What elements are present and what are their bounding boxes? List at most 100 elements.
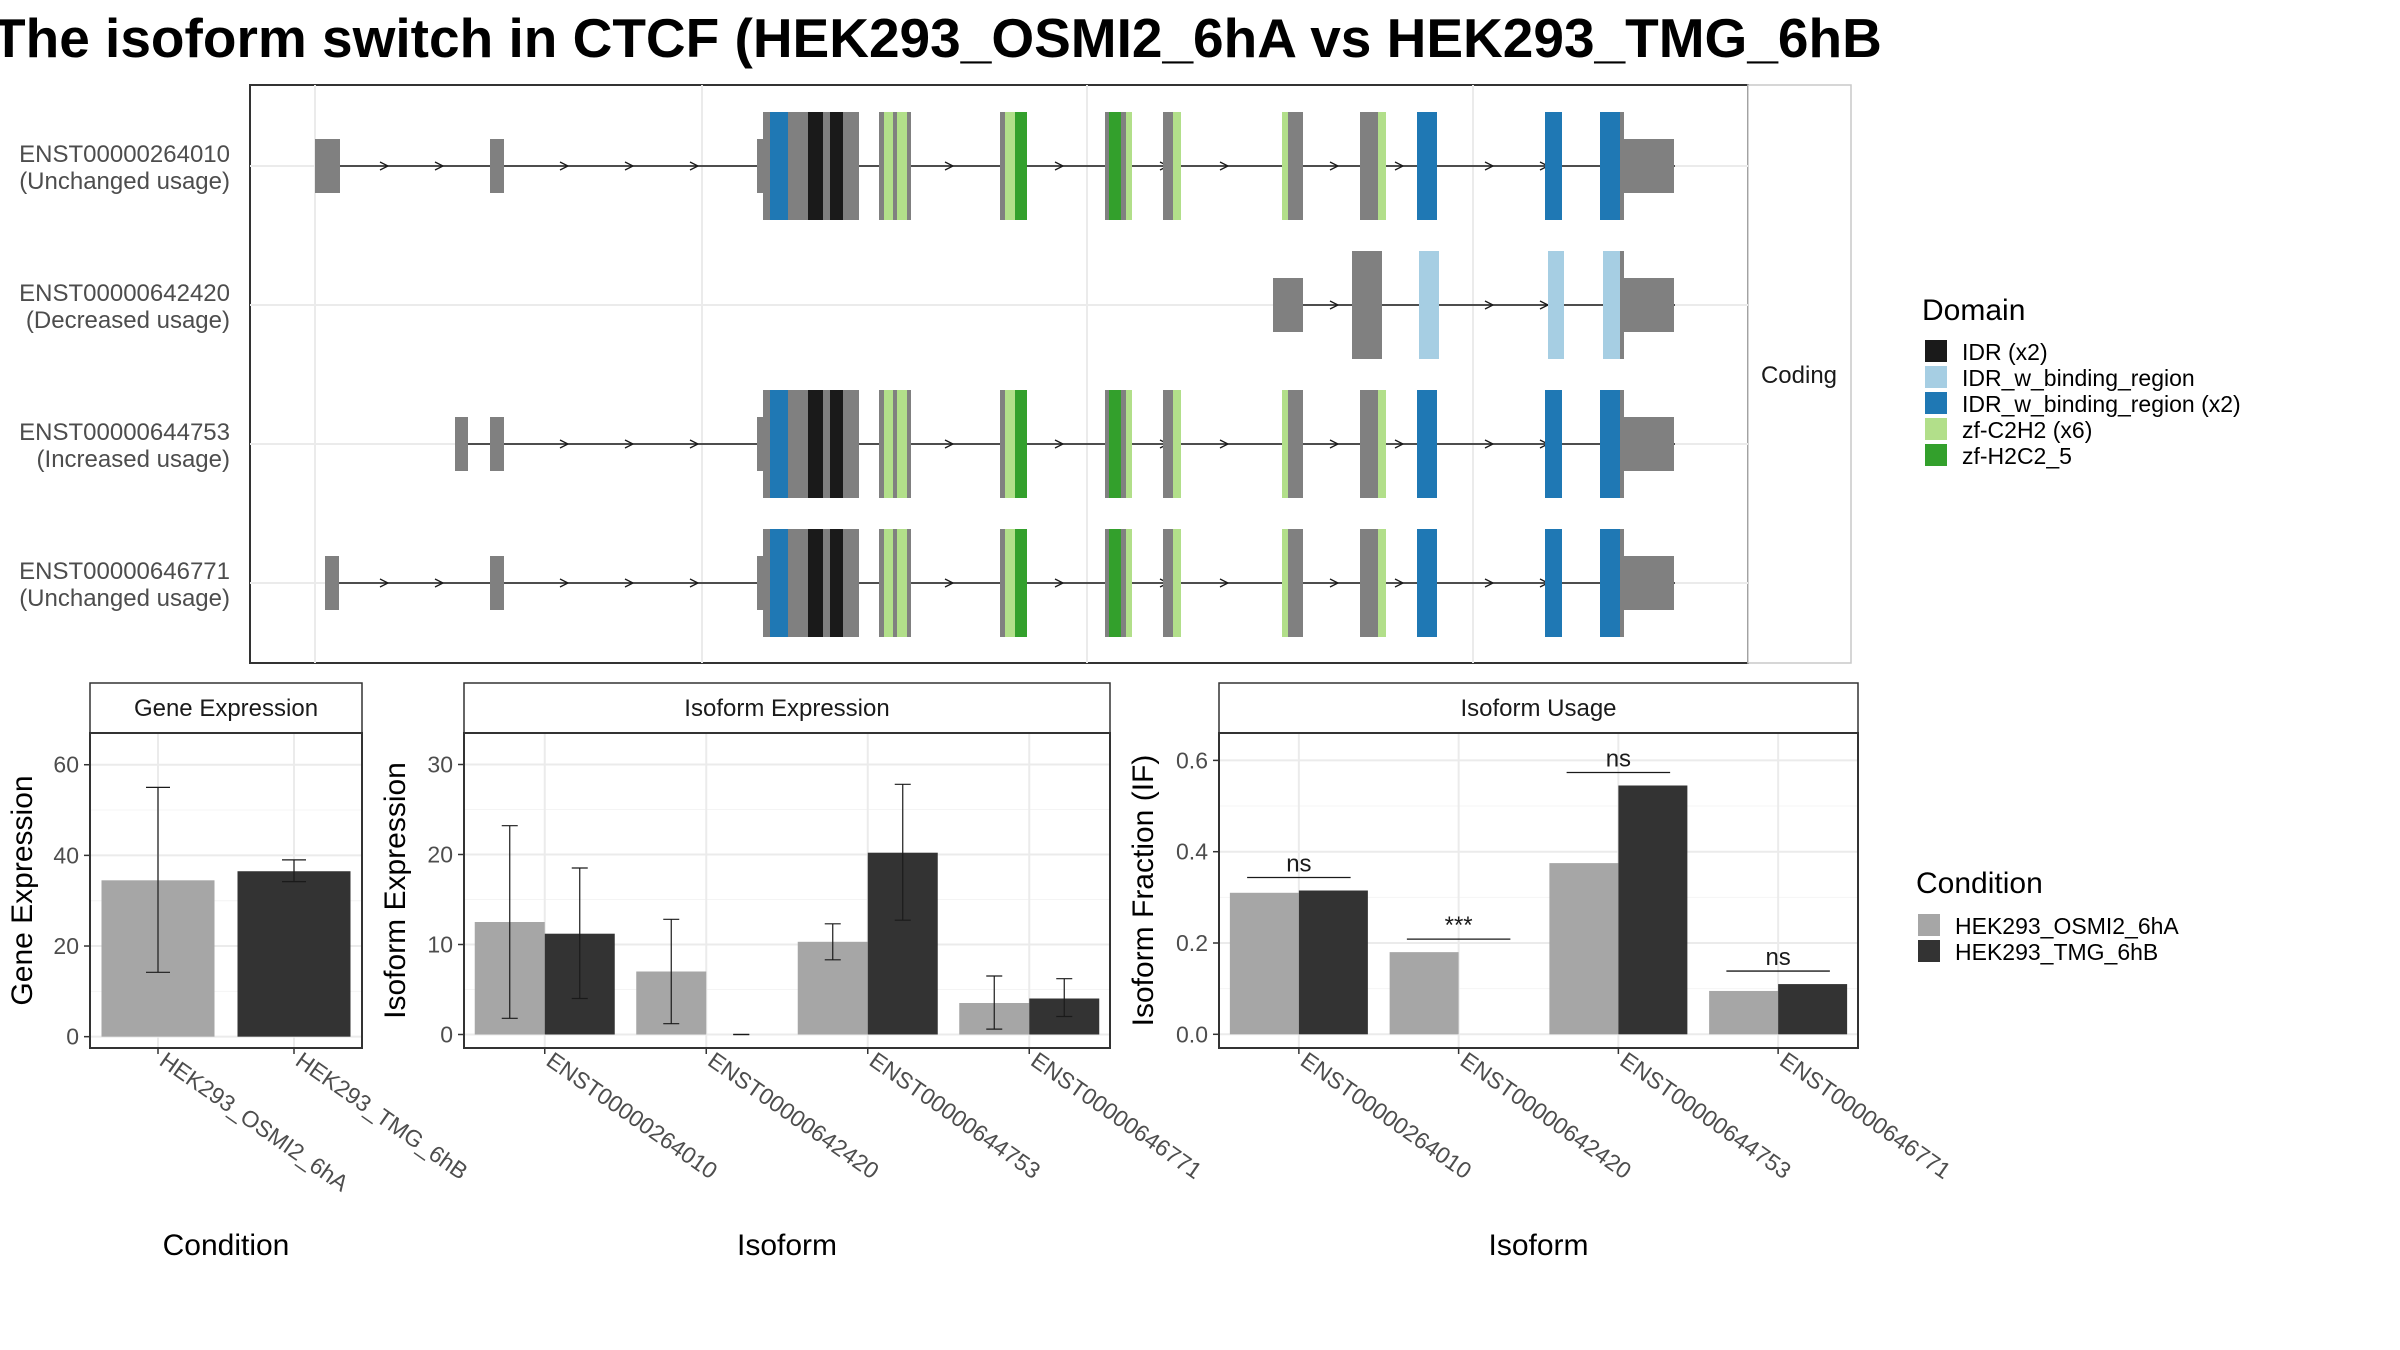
- chart-strip: [463, 682, 1111, 734]
- cds-exon-IDR-w-binding-region: [1548, 251, 1564, 359]
- cds-exon-IDR-w-binding-region-x2: [1600, 112, 1620, 220]
- utr-exon: [757, 417, 763, 471]
- cds-exon-exon: [1000, 112, 1005, 220]
- strand-arrow: [944, 439, 955, 449]
- cds-exon-zf-H2C2: [1015, 112, 1020, 220]
- y-axis-title: Gene Expression: [6, 775, 39, 1005]
- domain-legend-label: IDR_w_binding_region: [1962, 365, 2195, 391]
- cds-exon-zf-H2C2: [1015, 390, 1020, 498]
- structure-panel-border: [249, 84, 1749, 664]
- cds-exon-IDR-w-binding-region-x2: [770, 112, 788, 220]
- cds-exon-IDR: [830, 529, 843, 637]
- strand-arrow: [1329, 300, 1340, 310]
- y-tick-label: 0.0: [1176, 1021, 1208, 1047]
- utr-exon: [455, 417, 468, 471]
- domain-legend-key: [1925, 366, 1947, 388]
- cds-exon-IDR-w-binding-region-x2: [1545, 390, 1562, 498]
- strand-arrow: [559, 439, 570, 449]
- cds-exon-IDR-w-binding-region-x2: [1600, 529, 1620, 637]
- bar: [1549, 863, 1619, 1035]
- cds-exon-IDR-w-binding-region-x2: [1545, 529, 1562, 637]
- cds-exon-exon: [1288, 390, 1303, 498]
- strand-arrow: [1329, 578, 1340, 588]
- cds-exon-exon: [788, 390, 808, 498]
- y-tick-label: 0: [440, 1022, 453, 1048]
- cds-exon-zf-C2H2: [1378, 390, 1386, 498]
- bar: [237, 871, 351, 1037]
- strand-arrow: [624, 578, 635, 588]
- cds-exon-exon: [1352, 251, 1358, 359]
- cds-exon-exon: [823, 112, 830, 220]
- transcript-ENST00000644753: [455, 390, 1675, 498]
- utr-exon: [1624, 417, 1674, 471]
- cds-exon-exon: [907, 529, 911, 637]
- strand-arrow: [689, 578, 700, 588]
- cds-exon-IDR-w-binding-region-x2: [1600, 390, 1620, 498]
- cds-exon-exon: [763, 529, 770, 637]
- cds-exon-zf-C2H2: [1005, 390, 1015, 498]
- x-tick-label: ENST00000644753: [865, 1047, 1045, 1184]
- cds-exon-zf-C2H2: [884, 529, 893, 637]
- cds-exon-IDR: [830, 390, 843, 498]
- strand-arrow: [1484, 300, 1495, 310]
- strand-arrow: [1219, 439, 1230, 449]
- y-tick-label: 0.6: [1176, 747, 1208, 773]
- cds-exon-exon: [1121, 529, 1126, 637]
- strand-arrow: [944, 161, 955, 171]
- significance-label: ns: [1286, 851, 1311, 878]
- cds-exon-zf-C2H2: [1005, 529, 1015, 637]
- cds-exon-IDR-w-binding-region-x2: [1545, 112, 1562, 220]
- cds-exon-IDR: [808, 112, 823, 220]
- cds-exon-zf-C2H2: [1126, 529, 1132, 637]
- chart-strip-title: Gene Expression: [134, 695, 318, 722]
- x-axis-title: Isoform: [1488, 1229, 1588, 1262]
- cds-exon-exon: [1163, 390, 1173, 498]
- x-tick-label: ENST00000646771: [1775, 1047, 1955, 1184]
- cds-exon-IDR-w-binding-region-x2: [1417, 529, 1437, 637]
- cds-exon-IDR: [830, 112, 843, 220]
- cds-exon-zf-H2C2: [1015, 529, 1020, 637]
- strand-arrow: [1054, 578, 1065, 588]
- strand-arrow: [624, 439, 635, 449]
- cds-exon-exon: [1360, 112, 1378, 220]
- utr-exon: [490, 417, 504, 471]
- condition-legend-key: [1918, 940, 1940, 962]
- cds-exon-exon: [1163, 529, 1173, 637]
- isoform-label: ENST00000644753: [19, 419, 230, 446]
- domain-legend-key: [1925, 418, 1947, 440]
- y-tick-label: 20: [427, 842, 453, 868]
- y-tick-label: 10: [427, 932, 453, 958]
- y-tick-label: 40: [53, 842, 79, 868]
- utr-exon: [490, 556, 504, 610]
- cds-exon-exon: [893, 112, 897, 220]
- cds-exon-exon: [843, 390, 859, 498]
- cds-exon-IDR-w-binding-region: [1419, 251, 1439, 359]
- chart-panel-border: [89, 732, 363, 1049]
- cds-exon-zf-C2H2: [884, 112, 893, 220]
- cds-exon-IDR-w-binding-region-x2: [770, 529, 788, 637]
- cds-exon-zf-C2H2: [897, 529, 907, 637]
- x-tick-label: ENST00000646771: [1026, 1047, 1206, 1184]
- cds-exon-IDR: [808, 390, 823, 498]
- cds-exon-exon: [788, 529, 808, 637]
- condition-legend-key: [1918, 914, 1940, 936]
- strand-arrow: [689, 439, 700, 449]
- cds-exon-exon: [1360, 529, 1378, 637]
- strand-arrow: [1484, 161, 1495, 171]
- cds-exon-exon: [1620, 529, 1624, 637]
- cds-exon-exon: [907, 390, 911, 498]
- cds-exon-zf-C2H2: [1282, 112, 1288, 220]
- strand-arrow: [1219, 578, 1230, 588]
- domain-legend-title: Domain: [1922, 294, 2025, 327]
- strand-arrow: [1394, 439, 1405, 449]
- x-axis-title: Condition: [163, 1229, 290, 1262]
- domain-legend-label: IDR_w_binding_region (x2): [1962, 391, 2241, 417]
- chart-panel-border: [463, 732, 1111, 1049]
- cds-exon-zf-C2H2: [884, 390, 893, 498]
- utr-exon: [1624, 556, 1674, 610]
- isoform-usage-label: (Decreased usage): [26, 307, 230, 334]
- cds-exon-exon: [893, 529, 897, 637]
- domain-legend-label: zf-H2C2_5: [1962, 443, 2072, 469]
- x-axis-title: Isoform: [737, 1229, 837, 1262]
